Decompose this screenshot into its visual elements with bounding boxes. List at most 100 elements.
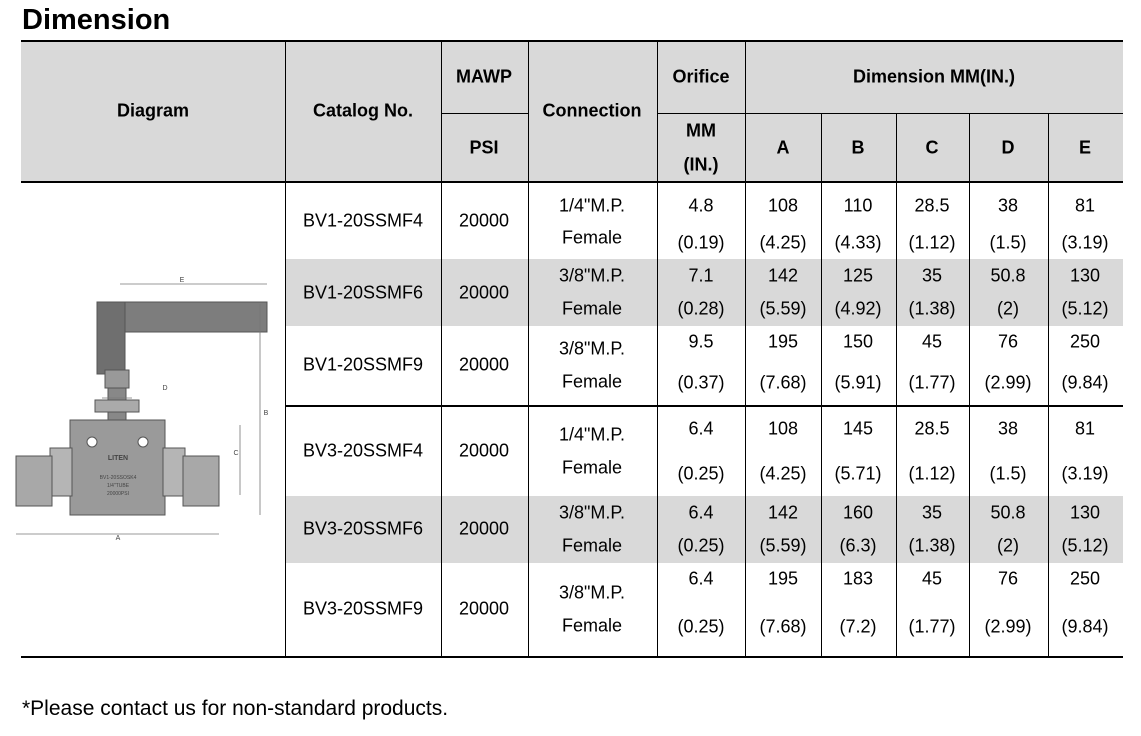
model: BV1-20SSOSK4 [100, 475, 137, 481]
cell: (5.91) [834, 372, 882, 393]
cell: (5.71) [834, 463, 882, 484]
dim-letter: E [180, 277, 185, 284]
brand: LITEN [108, 455, 128, 462]
dim-letter: C [233, 450, 238, 457]
rule [21, 40, 1123, 42]
connection: Female [561, 535, 623, 556]
connection: 1/4"M.P. [558, 195, 626, 216]
cell: 38 [997, 418, 1019, 439]
cell: (1.5) [989, 463, 1027, 484]
cell: (4.25) [759, 232, 807, 253]
cell: 160 [842, 502, 874, 523]
cell: (0.37) [677, 372, 725, 393]
row-shade [285, 496, 1123, 563]
cell: (1.77) [908, 616, 956, 637]
cell: 108 [767, 418, 799, 439]
cell: (9.84) [1061, 616, 1109, 637]
psi: 20000 [458, 598, 510, 619]
header: Diagram [116, 100, 190, 121]
cell: (0.25) [677, 463, 725, 484]
cell: 145 [842, 418, 874, 439]
cell: 195 [767, 331, 799, 352]
cell: 6.4 [688, 568, 714, 589]
rule [657, 113, 1123, 114]
cell: 76 [997, 568, 1019, 589]
cell: (5.12) [1061, 298, 1109, 319]
connection: 1/4"M.P. [558, 424, 626, 445]
header: D [1001, 137, 1015, 158]
connection: 3/8"M.P. [558, 338, 626, 359]
cell: 130 [1069, 265, 1101, 286]
dim-letter: B [264, 410, 269, 417]
valve-diagram: E D B C A LITEN BV1-20SSOSK4 1/4"TUBE 20… [15, 277, 269, 542]
cell: 250 [1069, 568, 1101, 589]
cell: 38 [997, 195, 1019, 216]
rule [441, 40, 442, 657]
footnote: *Please contact us for non-standard prod… [22, 697, 449, 720]
cell: (1.38) [908, 298, 956, 319]
cell: (1.12) [908, 463, 956, 484]
cell: (4.92) [834, 298, 882, 319]
cell: 81 [1074, 195, 1096, 216]
rule [528, 40, 529, 657]
header: E [1078, 137, 1092, 158]
cell: 125 [842, 265, 874, 286]
cell: (2.99) [984, 616, 1032, 637]
cell: 28.5 [914, 418, 950, 439]
psi: 20000 [458, 282, 510, 303]
cell: 250 [1069, 331, 1101, 352]
cell: (0.25) [677, 616, 725, 637]
cell: 110 [843, 195, 873, 216]
connection: Female [561, 298, 623, 319]
cell: (5.12) [1061, 535, 1109, 556]
cell: (5.59) [759, 298, 807, 319]
rule [969, 113, 970, 657]
rule [21, 181, 1123, 183]
cell: (4.33) [834, 232, 882, 253]
cell: 9.5 [688, 331, 714, 352]
cell: (4.25) [759, 463, 807, 484]
connection: 3/8"M.P. [558, 502, 626, 523]
cell: 183 [842, 568, 874, 589]
header: Catalog No. [312, 100, 414, 121]
cell: (0.25) [677, 535, 725, 556]
cell: 45 [921, 331, 943, 352]
cell: (5.59) [759, 535, 807, 556]
connection: Female [561, 227, 623, 248]
rule [21, 656, 1123, 658]
catalog-no: BV3-20SSMF6 [302, 518, 424, 539]
cell: 150 [842, 331, 874, 352]
cell: (0.19) [677, 232, 725, 253]
cell: 35 [921, 502, 943, 523]
connection: Female [561, 615, 623, 636]
cell: 50.8 [990, 502, 1026, 523]
dim-letter: A [116, 535, 121, 542]
cell: 7.1 [688, 265, 714, 286]
header: Orifice [672, 66, 730, 87]
cell: (1.38) [908, 535, 956, 556]
rule [745, 40, 746, 657]
header: MAWP [456, 66, 512, 87]
rule [821, 113, 822, 657]
cell: (1.12) [908, 232, 956, 253]
tube: 1/4"TUBE [107, 483, 130, 489]
catalog-no: BV1-20SSMF6 [302, 282, 424, 303]
header: C [925, 137, 939, 158]
cell: 35 [921, 265, 943, 286]
catalog-no: BV1-20SSMF4 [302, 210, 424, 231]
cell: (1.77) [908, 372, 956, 393]
cell: (1.5) [989, 232, 1027, 253]
cell: 4.8 [688, 195, 714, 216]
cell: (2) [997, 535, 1019, 556]
catalog-no: BV3-20SSMF4 [302, 440, 424, 461]
header-bg [21, 40, 1123, 182]
cell: (6.3) [839, 535, 877, 556]
title: Dimension [22, 4, 171, 36]
header: MM [686, 120, 716, 141]
header: B [851, 137, 865, 158]
cell: 50.8 [990, 265, 1026, 286]
cell: 142 [767, 502, 799, 523]
connection: 3/8"M.P. [558, 582, 626, 603]
pressure: 20000PSI [107, 491, 129, 497]
cell: 76 [997, 331, 1019, 352]
